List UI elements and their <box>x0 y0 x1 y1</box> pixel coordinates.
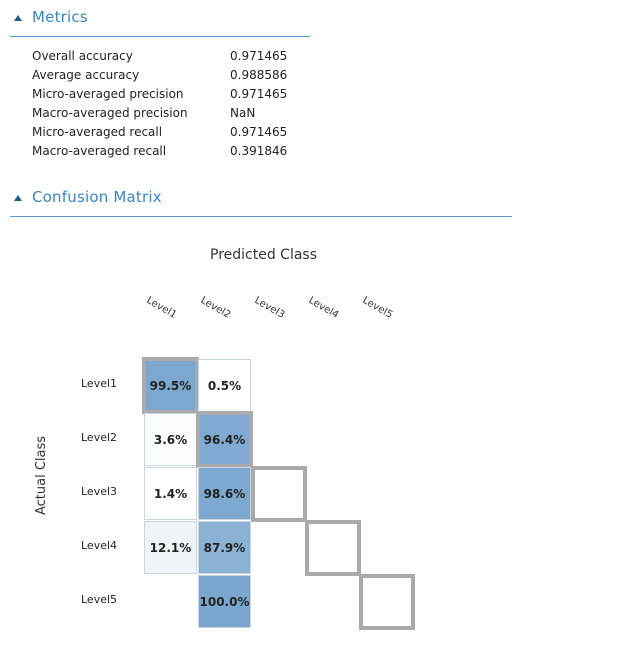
column-label: Level1 <box>144 295 179 321</box>
row-label: Level5 <box>81 593 118 606</box>
diagonal-cell-empty <box>251 466 307 522</box>
matrix-cell: 100.0% <box>198 575 251 628</box>
row-label: Level1 <box>81 377 118 390</box>
metrics-title: Metrics <box>32 8 88 26</box>
confusion-matrix-section-header[interactable]: Confusion Matrix <box>10 188 512 217</box>
metric-row: Macro-averaged precision NaN <box>32 104 332 123</box>
metric-label: Micro-averaged precision <box>32 87 184 101</box>
metric-label: Micro-averaged recall <box>32 125 163 139</box>
metric-row: Average accuracy 0.988586 <box>32 66 332 85</box>
predicted-class-label: Predicted Class <box>210 247 318 263</box>
column-label: Level5 <box>360 295 395 321</box>
confusion-matrix-title: Confusion Matrix <box>32 188 162 206</box>
metric-row: Overall accuracy 0.971465 <box>32 47 332 66</box>
matrix-cell: 87.9% <box>198 521 251 574</box>
metric-row: Macro-averaged recall 0.391846 <box>32 142 332 161</box>
matrix-cell: 12.1% <box>144 521 197 574</box>
actual-class-label: Actual Class <box>34 435 49 515</box>
collapse-triangle-icon[interactable] <box>14 195 22 201</box>
metric-value: 0.971465 <box>230 87 288 101</box>
metric-row: Micro-averaged recall 0.971465 <box>32 123 332 142</box>
metric-row: Micro-averaged precision 0.971465 <box>32 85 332 104</box>
metric-label: Macro-averaged precision <box>32 106 188 120</box>
column-label: Level3 <box>252 295 287 321</box>
matrix-cell: 0.5% <box>198 359 251 412</box>
metric-label: Macro-averaged recall <box>32 144 167 158</box>
row-label: Level4 <box>81 539 118 552</box>
metric-value: 0.971465 <box>230 49 288 63</box>
matrix-cell: 1.4% <box>144 467 197 520</box>
metric-value: 0.391846 <box>230 144 288 158</box>
metric-value: NaN <box>230 106 256 120</box>
metric-value: 0.971465 <box>230 125 288 139</box>
matrix-cell: 98.6% <box>198 467 251 520</box>
metric-value: 0.988586 <box>230 68 288 82</box>
row-label: Level2 <box>81 431 118 444</box>
metric-label: Average accuracy <box>32 68 140 82</box>
column-label: Level4 <box>306 295 341 321</box>
row-label: Level3 <box>81 485 118 498</box>
column-label: Level2 <box>198 295 233 321</box>
metrics-section-header[interactable]: Metrics <box>10 8 310 37</box>
diagonal-cell-empty <box>305 520 361 576</box>
matrix-cell: 99.5% <box>142 357 199 414</box>
matrix-cell: 3.6% <box>144 413 197 466</box>
matrix-cell: 96.4% <box>196 411 253 468</box>
collapse-triangle-icon[interactable] <box>14 15 22 21</box>
metrics-list: Overall accuracy 0.971465 Average accuracy… <box>32 47 332 161</box>
metric-label: Overall accuracy <box>32 49 133 63</box>
diagonal-cell-empty <box>359 574 415 630</box>
